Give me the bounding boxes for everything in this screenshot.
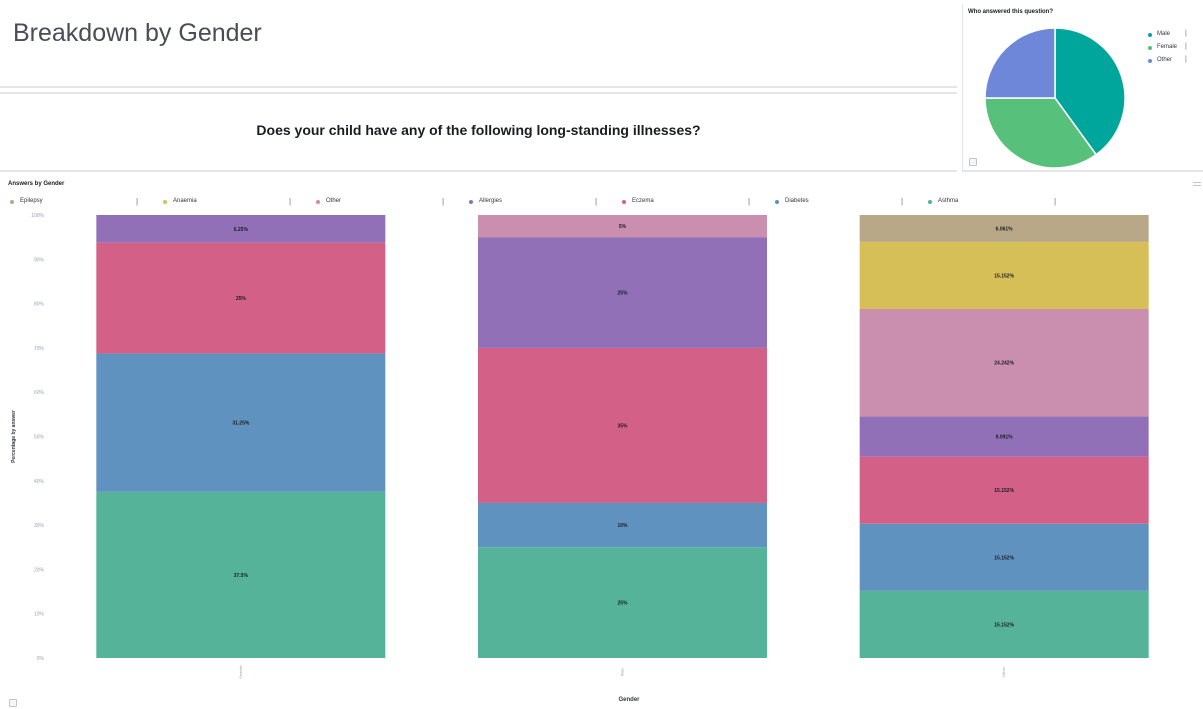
page-title: Breakdown by Gender xyxy=(13,19,262,47)
bar-data-label: 15.152% xyxy=(994,488,1014,494)
legend-label: Asthma xyxy=(938,198,959,204)
legend-separator: | xyxy=(901,197,904,206)
bar-data-label: 35% xyxy=(617,423,628,429)
legend-label: Diabetes xyxy=(785,198,809,204)
legend-dot-icon xyxy=(928,200,932,204)
legend-separator: | xyxy=(1185,30,1187,37)
pie-slice-other[interactable] xyxy=(984,27,1056,99)
bar-segment-eczema-other[interactable] xyxy=(859,456,1149,524)
bar-data-label: 25% xyxy=(236,296,247,302)
bar-segment-diabetes-male[interactable] xyxy=(478,502,767,548)
bar-segment-epilepsy-other[interactable] xyxy=(859,214,1149,242)
bar-data-label: 24.242% xyxy=(994,361,1014,367)
chart-panel: Answers by Gender xyxy=(0,176,1203,709)
legend-dot-icon xyxy=(469,200,473,204)
question-panel: Does your child have any of the followin… xyxy=(0,92,957,172)
legend-separator: | xyxy=(136,197,139,206)
legend-dot-icon xyxy=(163,200,167,204)
legend-label: Allergies xyxy=(479,198,503,204)
pie-legend-label: Male xyxy=(1157,31,1171,37)
y-tick-label: 70% xyxy=(34,346,45,352)
panel-menu-icon[interactable] xyxy=(1193,182,1201,186)
x-axis-label: Gender xyxy=(618,697,640,703)
legend-dot-icon xyxy=(775,200,779,204)
bar-segment-allergies-female[interactable] xyxy=(96,215,386,243)
bar-data-label: 6.25% xyxy=(234,227,249,233)
y-tick-label: 80% xyxy=(34,302,45,308)
bar-data-label: 15.152% xyxy=(994,555,1014,561)
bar-segment-asthma-female[interactable] xyxy=(96,491,386,658)
pie-title: Who answered this question? xyxy=(968,9,1054,15)
y-tick-label: 30% xyxy=(34,523,45,529)
legend-label: Anaemia xyxy=(173,198,197,204)
legend-separator: | xyxy=(1054,197,1057,206)
y-axis-label: Percentage by answer xyxy=(11,410,17,463)
bar-data-label: 15.152% xyxy=(994,273,1014,279)
bar-segment-diabetes-female[interactable] xyxy=(96,353,386,492)
bar-data-label: 25% xyxy=(617,291,628,297)
y-tick-label: 50% xyxy=(34,435,45,441)
bar-data-label: 31.25% xyxy=(232,421,250,427)
chart-legend-toggle-icon[interactable] xyxy=(9,699,17,707)
legend-separator: | xyxy=(1185,56,1187,63)
bar-segment-asthma-other[interactable] xyxy=(859,590,1149,658)
y-tick-label: 100% xyxy=(31,213,44,219)
x-tick-label: Other xyxy=(1001,666,1006,677)
bar-data-label: 10% xyxy=(617,523,628,529)
legend-separator: | xyxy=(442,197,445,206)
legend-dot-icon xyxy=(1148,59,1152,63)
legend-label: Epilepsy xyxy=(20,198,43,204)
legend-separator: | xyxy=(595,197,598,206)
legend-dot-icon xyxy=(622,200,626,204)
bar-data-label: 5% xyxy=(619,224,627,230)
bar-segment-other-male[interactable] xyxy=(478,215,767,238)
bar-segment-allergies-other[interactable] xyxy=(859,416,1149,457)
bar-segment-allergies-male[interactable] xyxy=(478,237,767,348)
bar-data-label: 9.091% xyxy=(996,434,1014,440)
bar-segment-other-other[interactable] xyxy=(859,308,1149,417)
y-tick-label: 0% xyxy=(37,656,45,662)
legend-label: Other xyxy=(326,198,342,204)
dashboard-title-panel: Breakdown by Gender xyxy=(0,0,957,88)
legend-dot-icon xyxy=(316,200,320,204)
bar-segment-eczema-female[interactable] xyxy=(96,242,386,354)
y-tick-label: 10% xyxy=(34,612,45,618)
legend-separator: | xyxy=(289,197,292,206)
pie-slice-male[interactable] xyxy=(1054,27,1126,156)
pie-legend-toggle-icon[interactable] xyxy=(969,158,977,166)
bar-segment-asthma-male[interactable] xyxy=(478,547,767,658)
y-tick-label: 90% xyxy=(34,257,45,263)
bar-data-label: 25% xyxy=(617,601,628,607)
legend-separator: | xyxy=(748,197,751,206)
pie-panel: Who answered this question? Male | Femal… xyxy=(962,4,1203,172)
bar-segment-eczema-male[interactable] xyxy=(478,347,767,503)
bar-segment-anaemia-other[interactable] xyxy=(859,241,1149,309)
legend-separator: | xyxy=(1185,43,1187,50)
bar-data-label: 37.5% xyxy=(234,573,249,579)
legend-dot-icon xyxy=(1148,46,1152,50)
bar-segment-diabetes-other[interactable] xyxy=(859,523,1149,591)
legend-dot-icon xyxy=(1148,33,1152,37)
legend-label: Eczema xyxy=(632,198,654,204)
pie-slice-female[interactable] xyxy=(984,97,1098,169)
pie-legend-label: Other xyxy=(1157,57,1173,63)
bar-data-label: 15.152% xyxy=(994,622,1014,628)
y-tick-label: 40% xyxy=(34,479,45,485)
y-tick-label: 20% xyxy=(34,567,45,573)
y-tick-label: 60% xyxy=(34,390,45,396)
pie-legend-label: Female xyxy=(1157,44,1178,50)
x-tick-label: Male xyxy=(620,667,625,676)
x-tick-label: Female xyxy=(238,665,243,679)
question-text: Does your child have any of the followin… xyxy=(256,122,701,138)
bar-data-label: 6.061% xyxy=(996,226,1014,232)
legend-dot-icon xyxy=(10,200,14,204)
pie-chart[interactable] xyxy=(963,4,1203,172)
chart-title: Answers by Gender xyxy=(8,181,65,187)
